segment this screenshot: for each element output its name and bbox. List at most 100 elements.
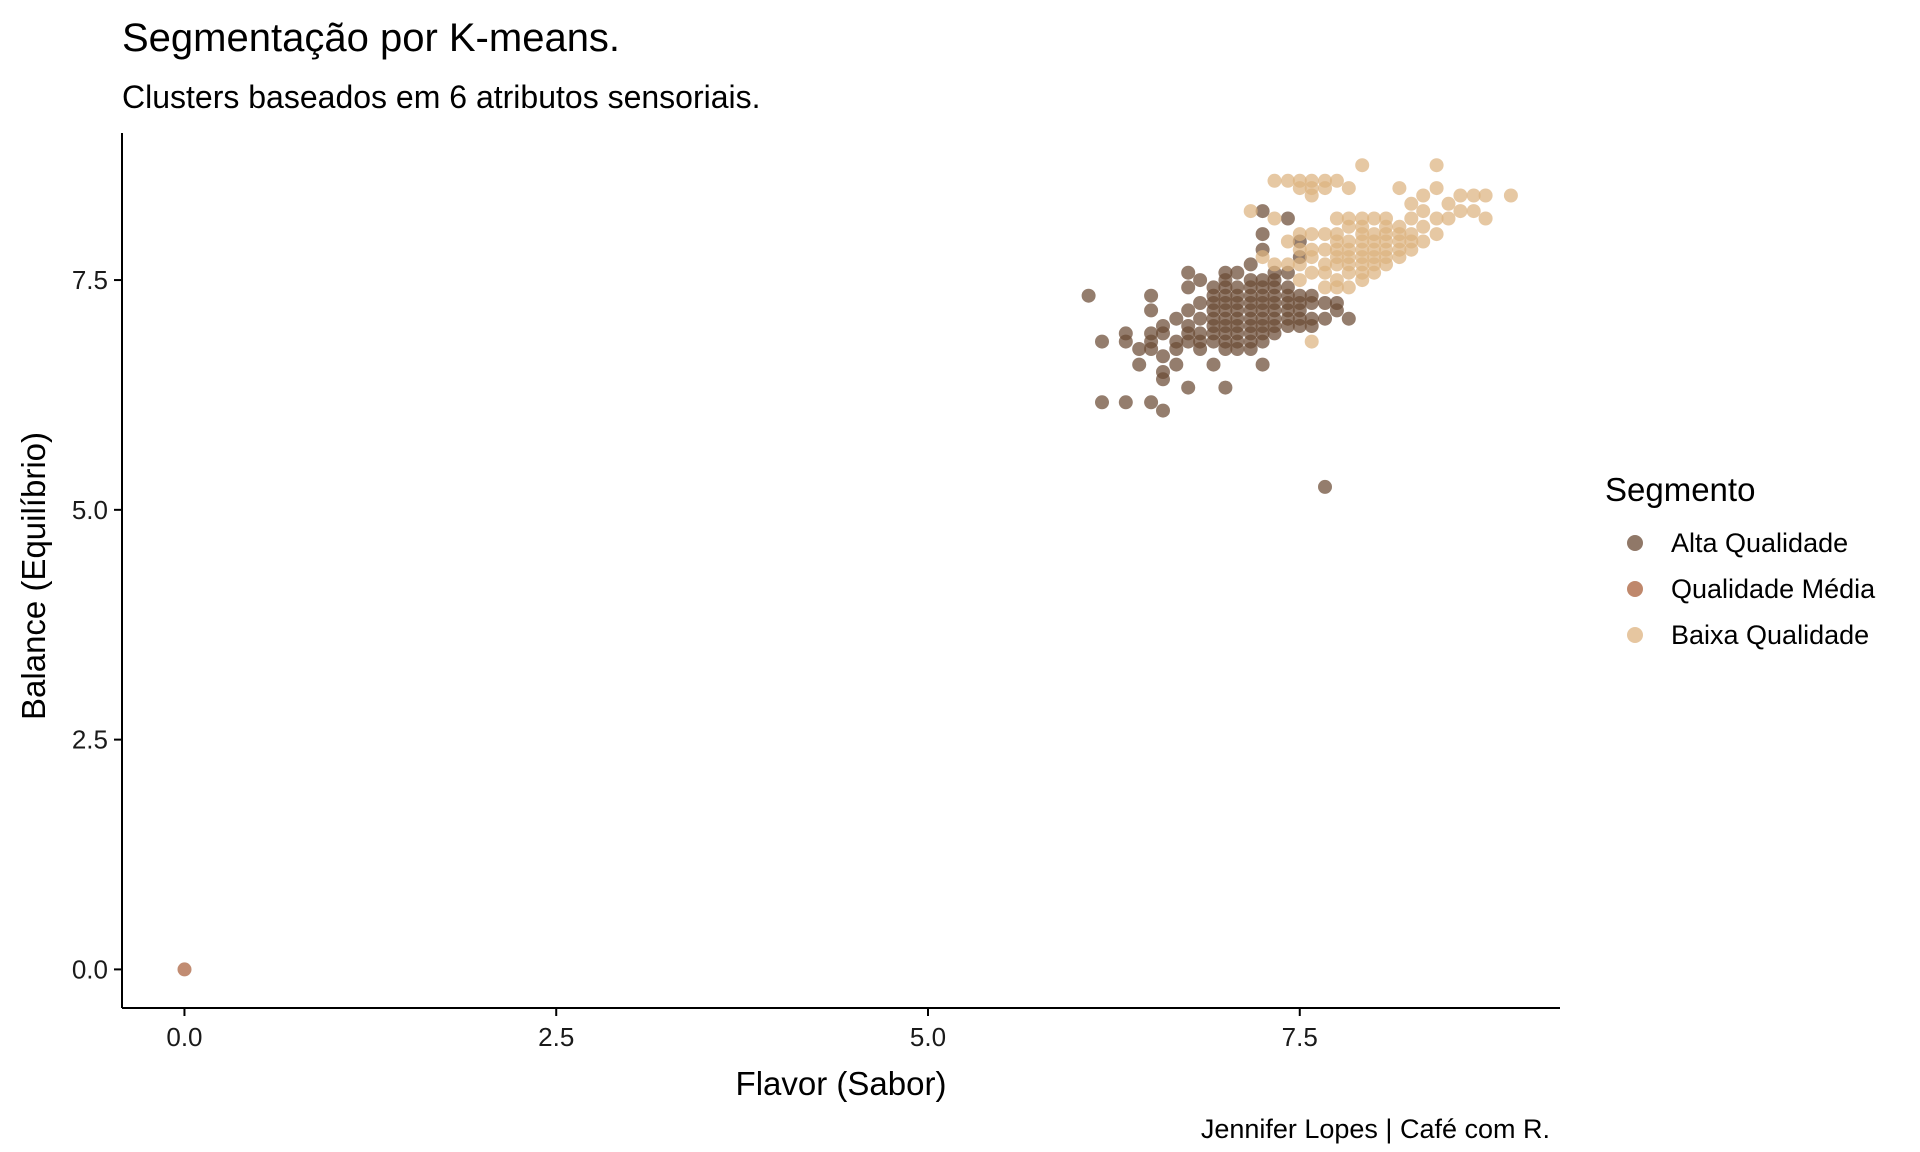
x-tick-label: 0.0	[166, 1022, 202, 1052]
chart-caption: Jennifer Lopes | Café com R.	[1200, 1114, 1550, 1144]
data-point	[1292, 242, 1307, 257]
data-point	[1318, 181, 1332, 196]
data-point	[1429, 158, 1444, 173]
data-point	[1193, 296, 1208, 310]
data-point	[1156, 372, 1170, 387]
x-tick-label: 7.5	[1282, 1022, 1318, 1052]
data-point	[1478, 188, 1493, 203]
y-tick-label: 2.5	[72, 725, 108, 755]
data-point	[1255, 334, 1270, 349]
data-point	[1156, 349, 1170, 364]
data-point	[1318, 296, 1332, 310]
legend-label: Qualidade Média	[1671, 573, 1876, 604]
data-point	[1206, 334, 1221, 349]
data-point	[1416, 234, 1431, 249]
data-point	[1341, 265, 1356, 280]
legend-key-alta-qualidade	[1627, 535, 1643, 551]
data-point	[1118, 334, 1133, 349]
legend-item-qualidade-media: Qualidade Média	[1605, 566, 1905, 612]
data-point	[1318, 479, 1332, 494]
data-point	[1144, 303, 1159, 318]
data-point	[1392, 181, 1407, 196]
data-point	[1367, 265, 1382, 280]
data-point	[1329, 173, 1344, 188]
data-point	[1193, 311, 1208, 326]
data-point	[1379, 257, 1393, 272]
legend: Segmento Alta Qualidade Qualidade Média …	[1605, 468, 1905, 658]
data-point	[1441, 211, 1456, 226]
data-point	[1280, 319, 1295, 333]
data-point	[1304, 319, 1319, 333]
data-point	[1416, 204, 1431, 219]
data-point	[1329, 280, 1344, 295]
data-point	[177, 962, 192, 977]
data-point	[1304, 334, 1319, 349]
y-tick-label: 5.0	[72, 495, 108, 525]
data-point	[1230, 265, 1245, 280]
data-point	[1181, 280, 1196, 295]
data-point	[1318, 280, 1332, 295]
data-point	[1404, 242, 1419, 257]
data-point	[1416, 219, 1431, 234]
data-point	[1453, 204, 1468, 219]
data-point	[1255, 227, 1270, 242]
chart-title: Segmentação por K-means.	[122, 16, 621, 60]
data-point	[1429, 227, 1444, 242]
legend-key-qualidade-media	[1627, 581, 1643, 597]
data-point	[1218, 380, 1233, 395]
data-point	[1280, 257, 1295, 272]
data-point	[1169, 342, 1184, 356]
data-point	[1144, 395, 1159, 410]
data-point	[1329, 303, 1344, 318]
data-point	[1156, 319, 1170, 333]
legend-item-alta-qualidade: Alta Qualidade	[1605, 520, 1905, 566]
data-point	[1243, 204, 1258, 219]
y-tick-label: 0.0	[72, 954, 108, 984]
legend-label: Baixa Qualidade	[1671, 619, 1870, 650]
chart-subtitle: Clusters baseados em 6 atributos sensori…	[122, 79, 761, 115]
data-point	[1144, 342, 1159, 356]
data-point	[1318, 242, 1332, 257]
data-point	[1181, 303, 1196, 318]
series-2	[1243, 158, 1518, 349]
data-point	[1267, 257, 1282, 272]
data-point	[1429, 211, 1444, 226]
data-point	[1466, 188, 1481, 203]
data-point	[1280, 211, 1295, 226]
series-1	[177, 962, 192, 977]
data-point	[1095, 334, 1109, 349]
data-point	[1404, 196, 1419, 211]
data-point	[1329, 257, 1344, 272]
data-point	[1243, 342, 1258, 356]
data-point	[1478, 211, 1493, 226]
data-point	[1218, 342, 1233, 356]
data-point	[1453, 188, 1468, 203]
data-point	[1503, 188, 1518, 203]
legend-key-baixa-qualidade	[1627, 627, 1643, 643]
data-point	[1193, 273, 1208, 288]
data-point	[1392, 250, 1407, 265]
data-point	[1169, 311, 1184, 326]
x-axis-ticks: 0.0 2.5 5.0 7.5	[166, 1008, 1318, 1052]
data-point	[1267, 173, 1282, 188]
data-point	[1292, 257, 1307, 272]
data-point	[1292, 319, 1307, 333]
data-point	[1156, 403, 1170, 418]
data-point	[1329, 211, 1344, 226]
data-point	[1304, 265, 1319, 280]
data-point	[1255, 204, 1270, 219]
data-point	[1181, 334, 1196, 349]
data-point	[1181, 380, 1196, 395]
data-point	[1318, 227, 1332, 242]
series-0	[1081, 204, 1356, 494]
data-point	[1255, 357, 1270, 372]
data-point	[1267, 326, 1282, 341]
data-point	[1341, 280, 1356, 295]
legend-item-baixa-qualidade: Baixa Qualidade	[1605, 612, 1905, 658]
legend-title: Segmento	[1605, 471, 1756, 508]
data-point	[1292, 227, 1307, 242]
legend-label: Alta Qualidade	[1671, 527, 1849, 558]
x-axis-label: Flavor (Sabor)	[736, 1065, 947, 1102]
data-point	[1243, 257, 1258, 272]
